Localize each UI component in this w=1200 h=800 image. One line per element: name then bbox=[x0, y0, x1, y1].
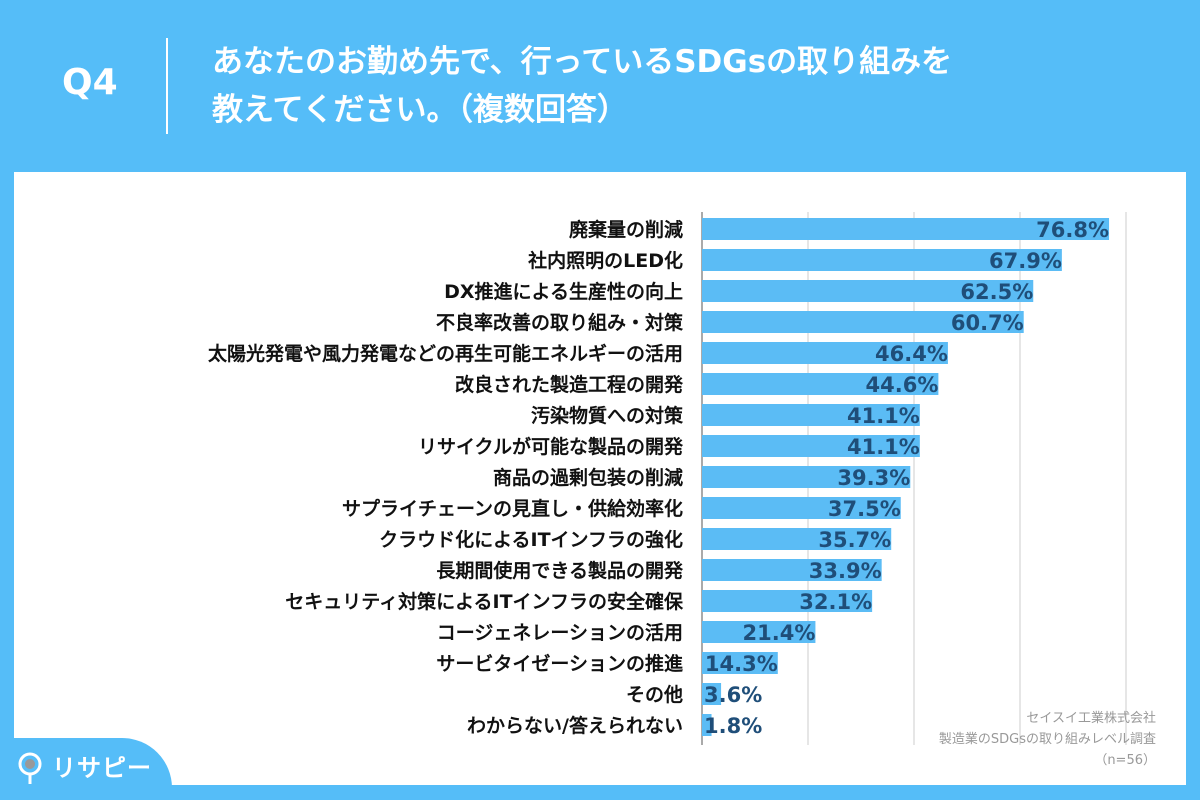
question-number: Q4 bbox=[62, 62, 118, 103]
bar bbox=[702, 590, 873, 612]
category-label: 廃棄量の削減 bbox=[569, 218, 683, 241]
bar bbox=[702, 559, 882, 581]
bar bbox=[702, 497, 901, 519]
value-label: 33.9% bbox=[809, 559, 882, 583]
category-label: 社内照明のLED化 bbox=[527, 249, 683, 272]
sample-size: （n=56） bbox=[1094, 753, 1156, 768]
category-label: コージェネレーションの活用 bbox=[437, 621, 683, 644]
title-line-2: 教えてください。（複数回答） bbox=[212, 92, 629, 128]
value-label: 67.9% bbox=[989, 249, 1062, 273]
category-label: 汚染物質への対策 bbox=[531, 404, 684, 427]
value-label: 14.3% bbox=[705, 652, 778, 676]
category-label: 商品の過剰包装の削減 bbox=[493, 466, 683, 489]
logo-text: リサピー bbox=[52, 754, 152, 782]
bar bbox=[702, 714, 712, 736]
bar bbox=[702, 342, 948, 364]
bar bbox=[702, 280, 1034, 302]
category-label: 不良率改善の取り組み・対策 bbox=[436, 311, 684, 334]
bar bbox=[702, 683, 722, 705]
value-label: 46.4% bbox=[875, 342, 948, 366]
value-label: 21.4% bbox=[743, 621, 816, 645]
question-title: あなたのお勤め先で、行っているSDGsの取り組みを 教えてください。（複数回答） bbox=[212, 38, 1112, 134]
value-label: 60.7% bbox=[951, 311, 1024, 335]
source-note: セイスイ工業株式会社 製造業のSDGsの取り組みレベル調査 （n=56） bbox=[939, 708, 1156, 771]
category-label: 改良された製造工程の開発 bbox=[455, 373, 684, 396]
bar bbox=[702, 621, 816, 643]
value-label: 32.1% bbox=[799, 590, 872, 614]
pin-logo-icon bbox=[18, 752, 42, 784]
category-label: サービタイゼーションの推進 bbox=[436, 652, 683, 675]
value-label: 3.6% bbox=[704, 683, 762, 707]
bar bbox=[702, 218, 1110, 240]
category-label: 長期間使用できる製品の開発 bbox=[436, 559, 684, 582]
category-label: サプライチェーンの見直し・供給効率化 bbox=[342, 497, 683, 520]
category-label: リサイクルが可能な製品の開発 bbox=[418, 435, 684, 458]
value-label: 41.1% bbox=[847, 404, 920, 428]
category-label: セキュリティ対策によるITインフラの安全確保 bbox=[285, 590, 684, 613]
category-label: わからない/答えられない bbox=[467, 714, 683, 737]
value-label: 41.1% bbox=[847, 435, 920, 459]
value-label: 37.5% bbox=[828, 497, 901, 521]
bar bbox=[702, 528, 892, 550]
bar bbox=[702, 435, 920, 457]
logo: リサピー bbox=[0, 738, 172, 800]
value-label: 76.8% bbox=[1036, 218, 1109, 242]
source-survey: 製造業のSDGsの取り組みレベル調査 bbox=[938, 732, 1156, 747]
value-label: 44.6% bbox=[866, 373, 939, 397]
category-label: 太陽光発電や風力発電などの再生可能エネルギーの活用 bbox=[208, 342, 683, 365]
bar bbox=[702, 404, 920, 426]
title-line-1: あなたのお勤め先で、行っているSDGsの取り組みを bbox=[212, 44, 953, 80]
value-label: 35.7% bbox=[818, 528, 891, 552]
bar bbox=[702, 652, 778, 674]
value-label: 62.5% bbox=[960, 280, 1033, 304]
category-label: その他 bbox=[626, 683, 683, 706]
category-label: DX推進による生産性の向上 bbox=[444, 280, 683, 303]
category-label: クラウド化によるITインフラの強化 bbox=[379, 528, 683, 551]
value-label: 1.8% bbox=[704, 714, 762, 738]
divider bbox=[166, 38, 168, 134]
bar bbox=[702, 249, 1062, 271]
chart-panel bbox=[14, 172, 1186, 785]
bar bbox=[702, 466, 911, 488]
bar bbox=[702, 373, 939, 395]
bar bbox=[702, 311, 1024, 333]
value-label: 39.3% bbox=[837, 466, 910, 490]
source-company: セイスイ工業株式会社 bbox=[1026, 711, 1156, 726]
